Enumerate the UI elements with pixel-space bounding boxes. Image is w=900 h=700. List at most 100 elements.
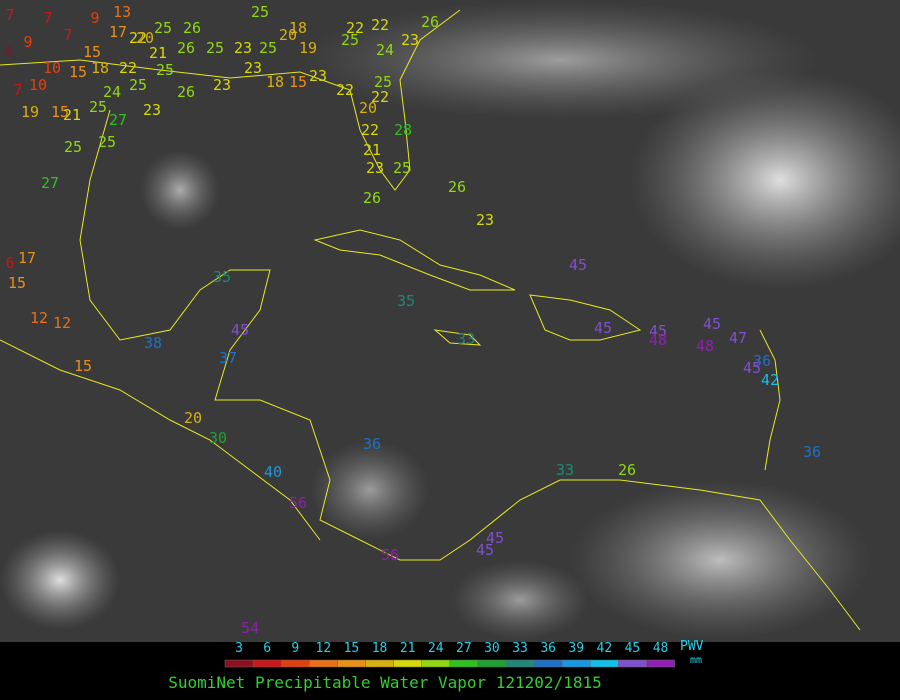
station-value: 45 <box>476 541 494 559</box>
legend-tick: 6 <box>263 641 271 656</box>
station-value: 21 <box>149 44 167 62</box>
legend-swatch <box>477 659 507 668</box>
station-value: 45 <box>486 529 504 547</box>
station-value: 26 <box>177 83 195 101</box>
station-value: 54 <box>241 619 259 637</box>
legend-tick: 36 <box>540 641 556 656</box>
station-value: 7 <box>5 6 14 24</box>
legend-swatch <box>365 659 394 668</box>
station-value: 15 <box>51 103 69 121</box>
station-value: 10 <box>43 59 61 77</box>
station-value: 25 <box>89 98 107 116</box>
station-value: 15 <box>69 63 87 81</box>
legend: 3 6 9 12 15 18 21 24 27 30 33 36 39 42 45 48 <box>224 641 675 668</box>
station-value: 21 <box>363 141 381 159</box>
station-value: 12 <box>53 314 71 332</box>
station-value: 26 <box>363 189 381 207</box>
caption: SuomiNet Precipitable Water Vapor 121202… <box>168 673 601 692</box>
station-value: 45 <box>703 315 721 333</box>
station-value: 18 <box>91 59 109 77</box>
station-value: 26 <box>421 13 439 31</box>
station-value: 33 <box>556 461 574 479</box>
footer <box>0 642 900 700</box>
legend-unit: PWV <box>680 639 704 654</box>
station-value: 56 <box>381 546 399 564</box>
station-value: 28 <box>394 121 412 139</box>
station-value: 24 <box>103 83 121 101</box>
station-value: 23 <box>143 101 161 119</box>
legend-swatch <box>590 659 619 668</box>
legend-swatch <box>309 659 338 668</box>
station-value: 25 <box>374 73 392 91</box>
station-value: 21 <box>63 106 81 124</box>
legend-swatch <box>337 659 366 668</box>
station-value: 12 <box>30 309 48 327</box>
station-value: 18 <box>289 19 307 37</box>
legend-tick: 48 <box>653 641 669 656</box>
legend-swatch <box>280 659 310 668</box>
station-value: 22 <box>119 59 137 77</box>
legend-tick: 18 <box>372 641 388 656</box>
station-value: 37 <box>219 349 237 367</box>
station-value: 23 <box>213 76 231 94</box>
station-value: 26 <box>177 39 195 57</box>
station-value: 48 <box>649 331 667 349</box>
station-value: 17 <box>18 249 36 267</box>
station-value: 22 <box>346 19 364 37</box>
station-value: 15 <box>74 357 92 375</box>
station-value: 10 <box>29 76 47 94</box>
station-value: 4 <box>3 43 12 61</box>
legend-swatch <box>421 659 451 668</box>
clouds <box>0 0 900 640</box>
station-value: 19 <box>299 39 317 57</box>
station-value: 25 <box>259 39 277 57</box>
station-value: 9 <box>23 33 32 51</box>
station-value: 20 <box>184 409 202 427</box>
legend-tick: 21 <box>400 641 416 656</box>
station-value: 22 <box>361 121 379 139</box>
station-value: 25 <box>206 39 224 57</box>
station-value: 36 <box>363 435 381 453</box>
station-value: 27 <box>41 174 59 192</box>
station-value: 23 <box>244 59 262 77</box>
station-value: 25 <box>64 138 82 156</box>
station-value: 48 <box>696 337 714 355</box>
station-value: 7 <box>43 9 52 27</box>
station-value: 23 <box>476 211 494 229</box>
station-value: 36 <box>803 443 821 461</box>
station-value: 40 <box>264 463 282 481</box>
legend-swatch <box>561 659 591 668</box>
legend-tick: 12 <box>316 641 332 656</box>
station-value: 36 <box>753 352 771 370</box>
station-value: 45 <box>594 319 612 337</box>
station-value: 22 <box>129 29 147 47</box>
station-value: 25 <box>154 19 172 37</box>
legend-swatch <box>533 659 563 668</box>
station-value: 7 <box>13 81 22 99</box>
station-value: 38 <box>144 334 162 352</box>
station-value: 13 <box>113 3 131 21</box>
legend-swatch <box>393 659 422 668</box>
station-value: 45 <box>743 359 761 377</box>
station-value: 15 <box>8 274 26 292</box>
station-value: 15 <box>289 73 307 91</box>
station-value: 6 <box>5 254 14 272</box>
station-value: 25 <box>129 76 147 94</box>
station-value: 23 <box>309 67 327 85</box>
station-value: 25 <box>98 133 116 151</box>
legend-tick: 9 <box>291 641 299 656</box>
station-value: 25 <box>156 61 174 79</box>
legend-tick: 27 <box>456 641 472 656</box>
station-value: 22 <box>336 81 354 99</box>
station-value: 26 <box>618 461 636 479</box>
station-value: 20 <box>279 26 297 44</box>
legend-tick: 24 <box>428 641 444 656</box>
station-value: 20 <box>136 29 154 47</box>
legend-tick: 39 <box>568 641 584 656</box>
station-value: 35 <box>397 292 415 310</box>
station-value: 45 <box>569 256 587 274</box>
legend-swatch <box>646 659 675 668</box>
